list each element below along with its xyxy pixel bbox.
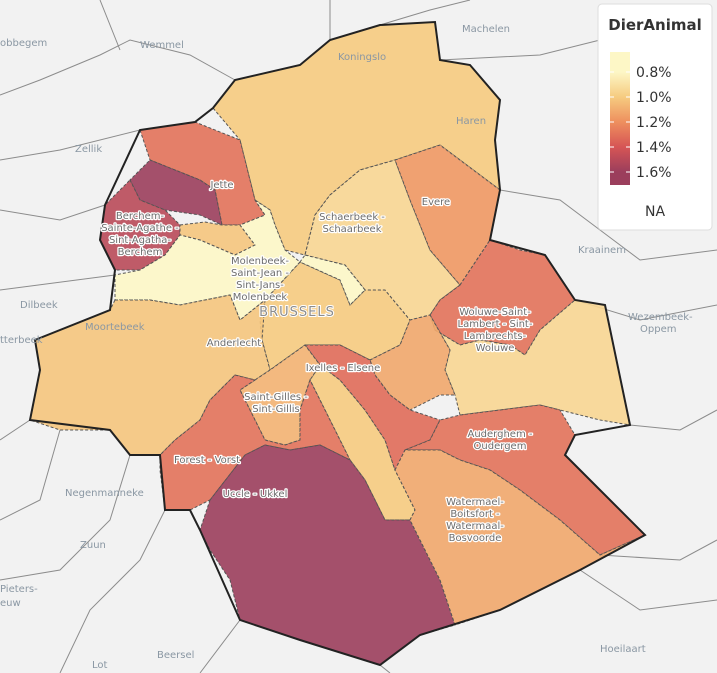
city-label: BRUSSELS — [259, 305, 335, 320]
municipality-label: Sainte-Agathe - — [101, 223, 179, 234]
boundary — [0, 129, 141, 291]
legend: DierAnimal 0.8% 1.0% 1.2% 1.4% 1.6% NA — [597, 3, 713, 231]
regions — [28, 20, 647, 667]
place-label: Beersel — [157, 650, 194, 661]
municipality-label: Molenbeek- — [231, 256, 289, 267]
municipality-label: Saint-Jean - — [231, 268, 289, 279]
municipality-label: Schaerbeek - — [319, 212, 385, 223]
municipality-label: Lambrechts- — [464, 331, 527, 342]
place-label: Koningslo — [338, 52, 386, 63]
boundary — [99, 0, 601, 61]
municipality-label: Evere — [422, 197, 450, 208]
labels: Jette Berchem-Sainte-Agathe -Sint-Agatha-… — [0, 24, 693, 671]
place-label: Wezembeek- — [628, 312, 693, 323]
legend-title: DierAnimal — [608, 16, 702, 34]
municipality-label: Jette — [209, 180, 233, 191]
legend-tick-label: 1.6% — [636, 165, 672, 181]
place-label: Kraainem — [578, 245, 626, 256]
legend-ticks: 0.8% 1.0% 1.2% 1.4% 1.6% — [610, 65, 672, 181]
municipality-label: Sint-Agatha- — [109, 235, 171, 246]
place-label: Hoeilaart — [600, 644, 646, 655]
municipality-label: Forest - Vorst — [174, 455, 240, 466]
municipality-label: Boitsfort - — [450, 509, 500, 520]
municipality-label: Sint-Gillis — [252, 404, 299, 415]
legend-na: NA — [645, 204, 665, 220]
municipality-label: Bosvoorde — [449, 533, 502, 544]
place-label: Oppem — [640, 324, 676, 335]
municipality-label: Watermaal- — [446, 521, 504, 532]
municipality-label: Berchem- — [116, 211, 165, 222]
boundary — [199, 539, 717, 673]
municipality — [394, 144, 501, 286]
municipality-label: Saint-Gilles - — [244, 392, 308, 403]
place-label: Moortebeek — [85, 322, 145, 333]
municipality-label: Molenbeek — [233, 292, 288, 303]
municipality-label: Woluwe-Saint- — [459, 307, 531, 318]
municipality — [304, 344, 441, 472]
place-label: Dilbeek — [20, 300, 58, 311]
municipality-label: Uccle - Ukkel — [223, 489, 288, 500]
place-label: Negenmanneke — [65, 488, 144, 499]
place-label: Zellik — [75, 144, 102, 155]
municipality-label: Watermael- — [446, 497, 504, 508]
place-label: obbegem — [0, 38, 47, 49]
municipality — [404, 404, 646, 556]
municipality — [299, 254, 366, 306]
place-label: Machelen — [462, 24, 510, 35]
legend-tick-label: 1.0% — [636, 90, 672, 106]
place-label: euw — [0, 598, 21, 609]
legend-tick-label: 1.2% — [636, 115, 672, 131]
municipality-label: Anderlecht — [207, 338, 262, 349]
municipality — [212, 21, 501, 256]
place-label: Haren — [456, 116, 486, 127]
municipality-label: Berchem — [118, 247, 163, 258]
municipality-label: Lambert - Sint- — [458, 319, 533, 330]
municipality-label: Woluwe — [476, 343, 515, 354]
place-label: tterbeek — [0, 335, 43, 346]
municipality-label: Oudergem — [474, 441, 527, 452]
outer-border — [28, 20, 647, 667]
municipality — [199, 444, 456, 666]
legend-tick-label: 0.8% — [636, 65, 672, 81]
municipality-label: Schaarbeek — [323, 224, 382, 235]
place-label: Lot — [92, 660, 108, 671]
place-label: Wemmel — [140, 40, 184, 51]
place-label: Zuun — [80, 540, 106, 551]
boundary — [0, 39, 236, 96]
color-bar — [610, 52, 630, 185]
legend-tick-label: 1.4% — [636, 140, 672, 156]
municipality-label: Sint-Jans- — [236, 280, 284, 291]
municipality — [129, 159, 223, 226]
municipality-label: Auderghem - — [468, 429, 533, 440]
boundary — [0, 419, 166, 673]
place-label: Pieters- — [0, 584, 38, 595]
municipality-label: Ixelles - Elsene — [306, 363, 381, 374]
